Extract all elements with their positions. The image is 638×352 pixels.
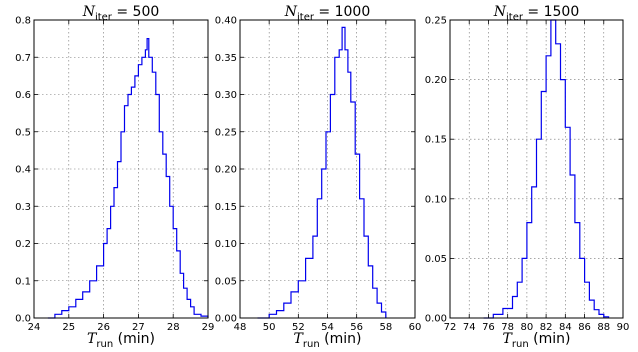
- panel-title-text: = 1000: [314, 4, 370, 20]
- y-tick-label: 0.15: [425, 135, 447, 146]
- x-axis-label-text: (min): [320, 331, 362, 347]
- x-tick-label: 28: [167, 322, 180, 333]
- histogram-panel-1: 0.0 0.1 0.2 0.3 0.4 0.5 0.6 0.7 0.8 24 25 26 27 28 29 N…: [15, 4, 214, 350]
- x-tick-label: 76: [482, 322, 495, 333]
- panel-title-subscript: iter: [95, 12, 113, 23]
- x-axis-label: Trun (min): [294, 331, 362, 350]
- y-tick-label: 0.7: [15, 53, 31, 64]
- plot-frame: [449, 19, 624, 319]
- y-tick-label: 0.35: [215, 53, 237, 64]
- x-tick-label: 80: [521, 322, 534, 333]
- plot-frame: [33, 19, 209, 319]
- x-tick-label: 60: [409, 322, 422, 333]
- x-tick-label: 24: [28, 322, 41, 333]
- x-tick-label: 26: [97, 322, 110, 333]
- x-axis-label: Trun (min): [503, 331, 571, 350]
- panel-title-symbol: N: [284, 4, 298, 20]
- y-tick-label: 0.10: [215, 239, 237, 250]
- panel-title: Niter = 1000: [284, 4, 370, 23]
- panel-title-text: = 1500: [523, 4, 579, 20]
- y-tick-label: 0.5: [15, 127, 31, 138]
- x-tick-label: 90: [617, 322, 630, 333]
- x-axis-label-text: (min): [113, 331, 155, 347]
- x-tick-label: 50: [263, 322, 276, 333]
- y-tick-label: 0.4: [15, 165, 31, 176]
- y-tick-label: 0.00: [425, 314, 447, 325]
- panel-title: Niter = 1500: [493, 4, 579, 23]
- panel-title-subscript: iter: [297, 12, 315, 23]
- panel-title-text: = 500: [112, 4, 159, 20]
- histogram-series: [257, 26, 387, 319]
- y-tick-label: 0.6: [15, 90, 31, 101]
- x-axis-label-subscript: run: [96, 339, 113, 350]
- x-tick-label: 88: [597, 322, 610, 333]
- plot-frame: [239, 19, 416, 319]
- y-tick-label: 0.20: [215, 165, 237, 176]
- y-tick-label: 0.00: [215, 314, 237, 325]
- x-tick-label: 56: [350, 322, 363, 333]
- x-axis-label-subscript: run: [512, 339, 529, 350]
- y-tick-label: 0.10: [425, 194, 447, 205]
- y-tick-label: 0.25: [215, 127, 237, 138]
- x-tick-label: 25: [62, 322, 75, 333]
- y-tick-label: 0.2: [15, 239, 31, 250]
- x-tick-label: 74: [463, 322, 476, 333]
- y-tick-label: 0.8: [15, 16, 31, 27]
- histogram-panel-3: 0.00 0.05 0.10 0.15 0.20 0.25 72 74 76 78 80 82 84 86…: [425, 4, 630, 350]
- x-tick-label: 78: [501, 322, 514, 333]
- y-tick-label: 0.25: [425, 16, 447, 27]
- x-tick-label: 84: [559, 322, 572, 333]
- histogram-series: [47, 38, 209, 319]
- y-tick-label: 0.1: [15, 276, 31, 287]
- x-axis-label: Trun (min): [87, 331, 155, 350]
- x-axis-label-symbol: T: [87, 331, 98, 347]
- panel-title-subscript: iter: [506, 12, 524, 23]
- y-tick-label: 0.05: [215, 276, 237, 287]
- x-tick-label: 54: [321, 322, 334, 333]
- y-tick-label: 0.05: [425, 254, 447, 265]
- x-tick-label: 72: [444, 322, 457, 333]
- x-axis-label-symbol: T: [503, 331, 514, 347]
- x-axis-label-text: (min): [529, 331, 571, 347]
- x-tick-label: 52: [292, 322, 305, 333]
- y-tick-label: 0.3: [15, 202, 31, 213]
- y-tick-label: 0.15: [215, 202, 237, 213]
- y-tick-label: 0.30: [215, 90, 237, 101]
- x-axis-label-symbol: T: [294, 331, 305, 347]
- x-tick-label: 82: [540, 322, 553, 333]
- x-tick-label: 86: [578, 322, 591, 333]
- x-tick-label: 27: [132, 322, 145, 333]
- panel-title: Niter = 500: [82, 4, 160, 23]
- x-tick-label: 58: [379, 322, 392, 333]
- x-tick-label: 29: [202, 322, 215, 333]
- y-tick-label: 0.0: [15, 314, 31, 325]
- y-tick-label: 0.40: [215, 16, 237, 27]
- x-tick-label: 48: [234, 322, 247, 333]
- x-axis-label-subscript: run: [303, 339, 320, 350]
- y-tick-label: 0.20: [425, 75, 447, 86]
- panel-title-symbol: N: [82, 4, 96, 20]
- panel-title-symbol: N: [493, 4, 507, 20]
- histogram-panel-2: 0.00 0.05 0.10 0.15 0.20 0.25 0.30 0.35 0.40 48 50…: [215, 4, 422, 350]
